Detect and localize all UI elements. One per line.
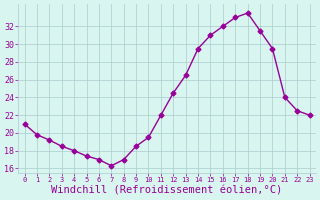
X-axis label: Windchill (Refroidissement éolien,°C): Windchill (Refroidissement éolien,°C) <box>52 186 283 196</box>
